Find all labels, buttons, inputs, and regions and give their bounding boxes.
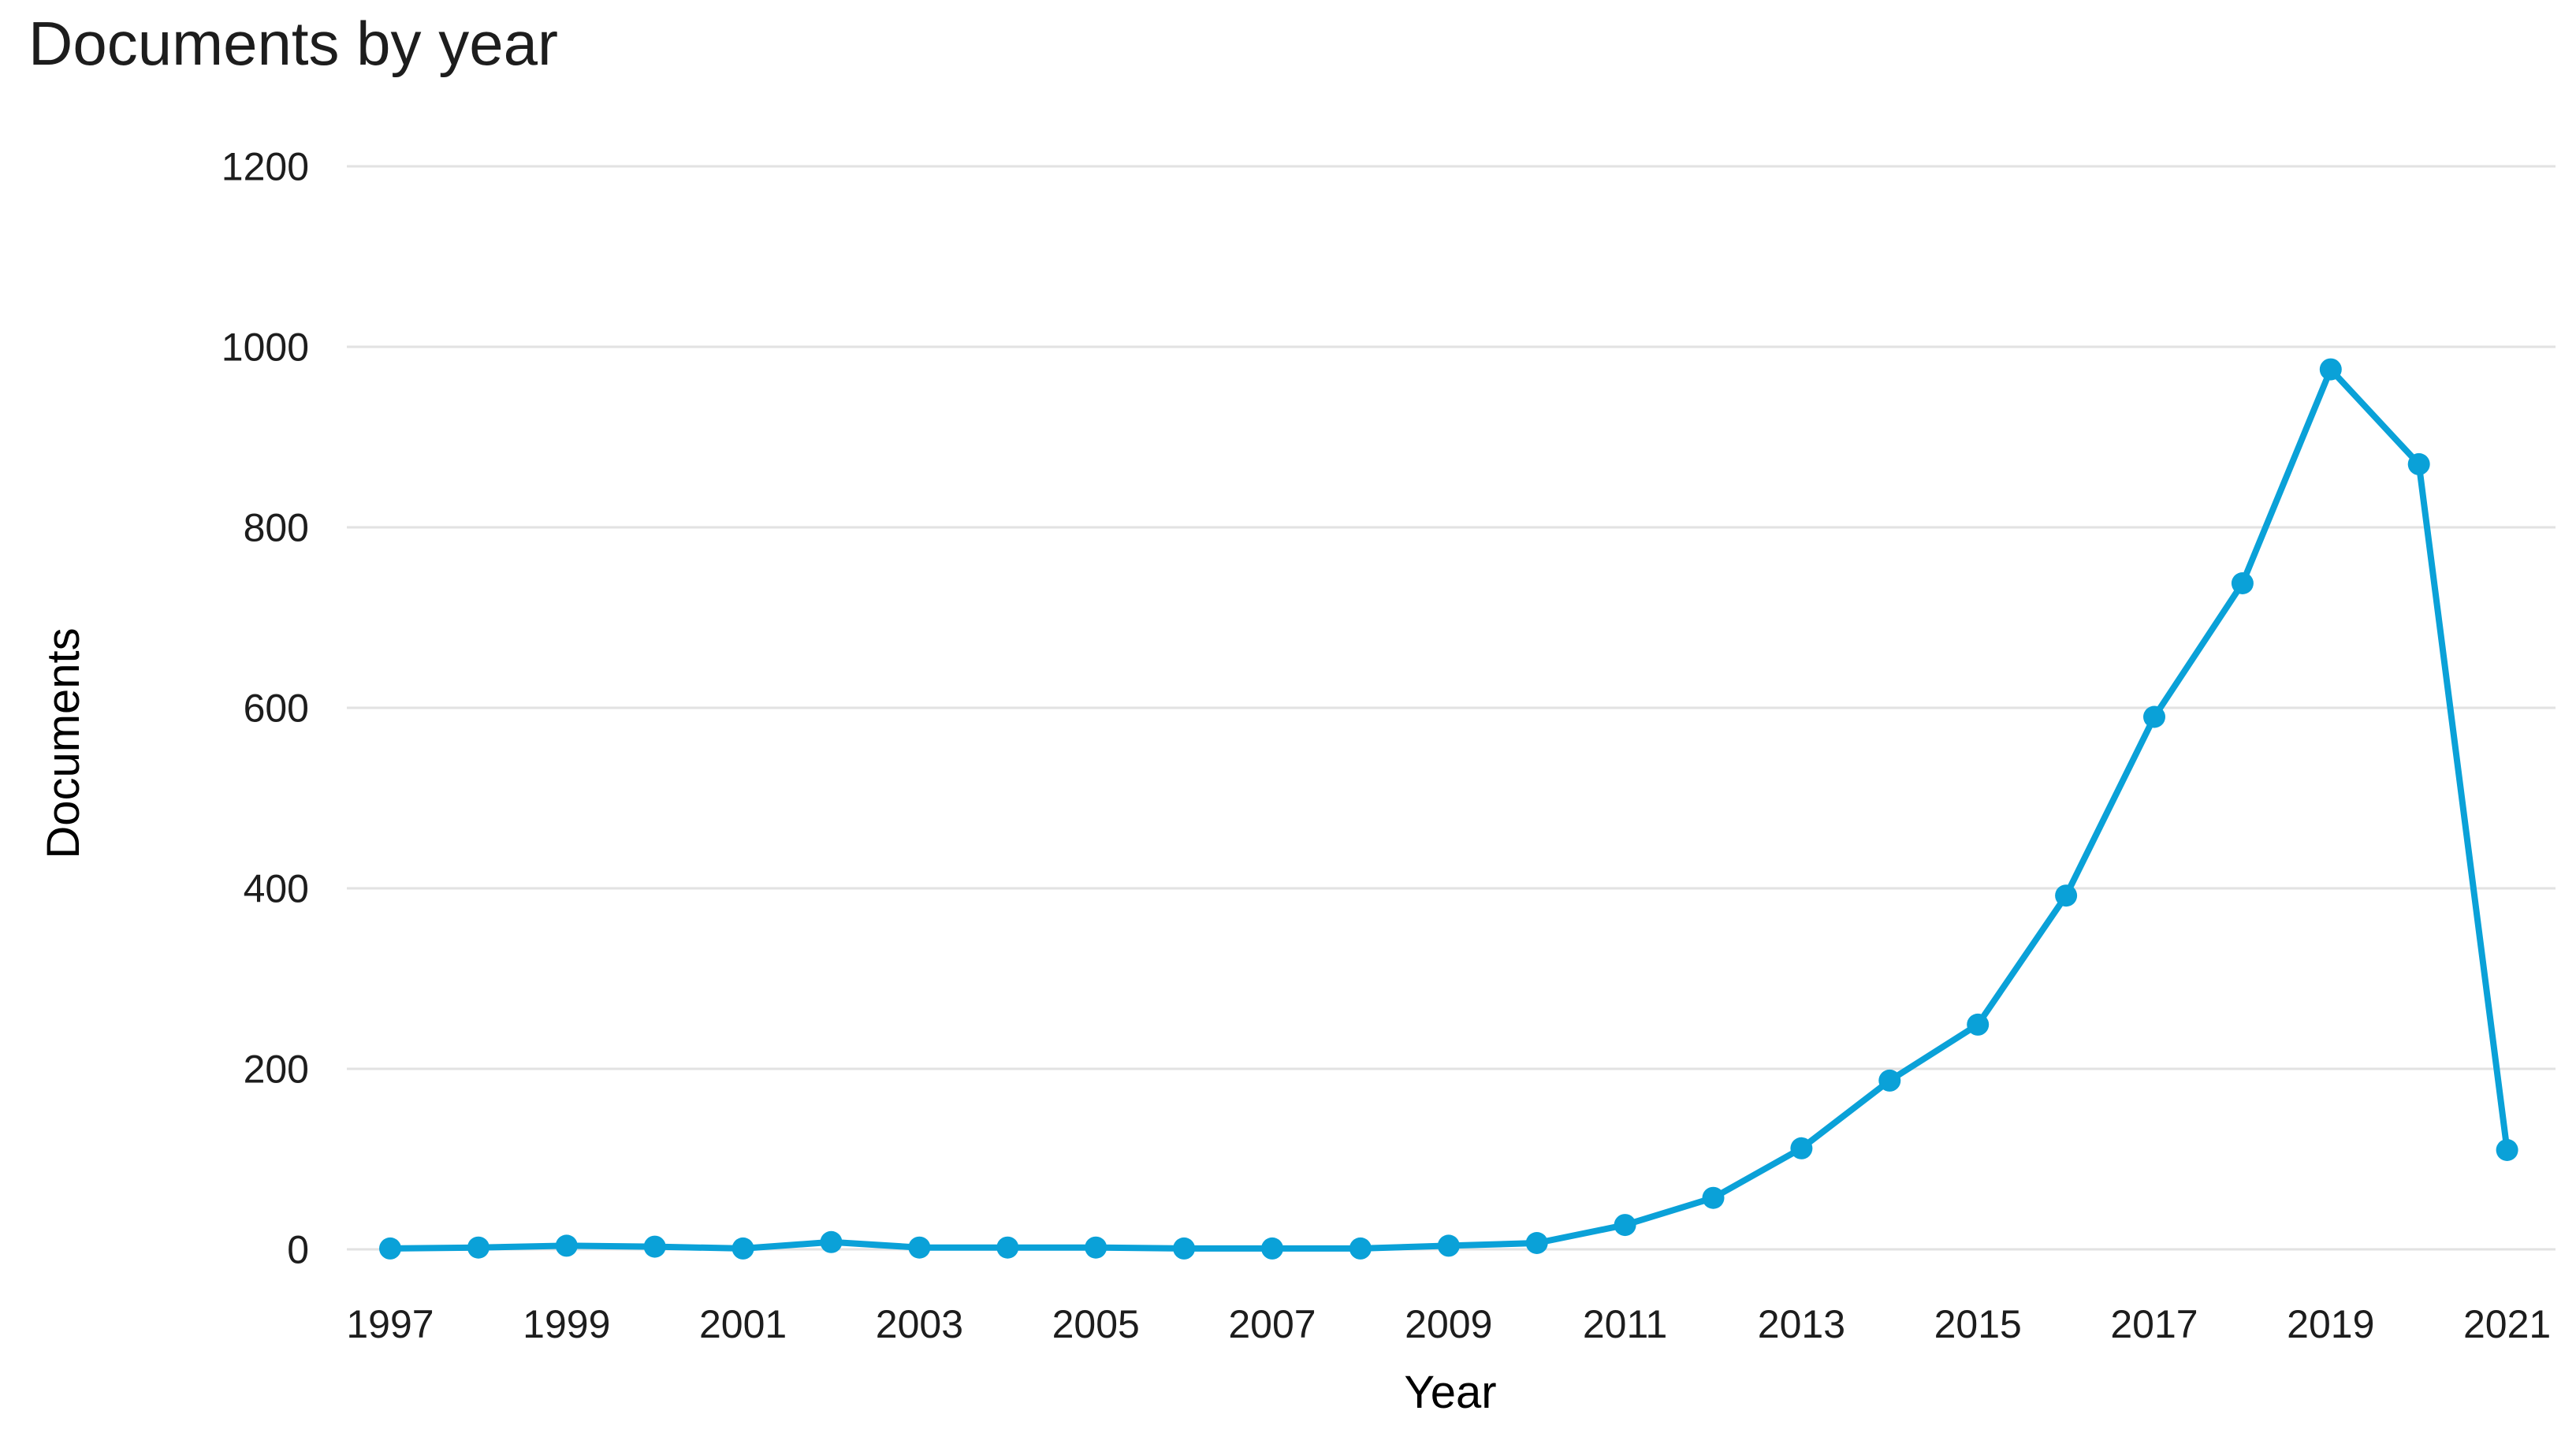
data-point-marker[interactable] — [731, 1237, 754, 1260]
data-point-marker[interactable] — [1173, 1237, 1196, 1260]
data-point-marker[interactable] — [1702, 1186, 1725, 1209]
y-axis-tick-label: 0 — [287, 1228, 309, 1272]
data-point-marker[interactable] — [379, 1237, 401, 1260]
x-axis-tick-label: 2015 — [1934, 1302, 2022, 1346]
x-axis-tick-label: 1999 — [523, 1302, 610, 1346]
x-axis-tick-label: 2001 — [699, 1302, 787, 1346]
data-point-marker[interactable] — [996, 1236, 1019, 1259]
x-axis-tick-label: 2005 — [1052, 1302, 1140, 1346]
x-axis-tick-label: 2013 — [1758, 1302, 1845, 1346]
data-point-marker[interactable] — [2319, 358, 2342, 381]
x-axis-tick-label: 1997 — [346, 1302, 434, 1346]
y-axis-tick-labels-group: 0 200 400 600 800 1000 1200 — [221, 145, 309, 1272]
x-axis-title: Year — [1404, 1367, 1496, 1418]
y-axis-tick-label: 800 — [244, 506, 309, 550]
x-axis-tick-label: 2009 — [1405, 1302, 1492, 1346]
trend-line — [387, 366, 2511, 1252]
x-axis-tick-label: 2019 — [2287, 1302, 2374, 1346]
data-point-marker[interactable] — [1525, 1232, 1548, 1254]
data-point-marker[interactable] — [2496, 1139, 2518, 1161]
data-point-marker[interactable] — [2143, 705, 2165, 728]
x-axis-tick-label: 2021 — [2463, 1302, 2551, 1346]
data-point-marker[interactable] — [1261, 1237, 1283, 1260]
data-point-marker[interactable] — [2231, 572, 2254, 594]
y-axis-tick-label: 600 — [244, 687, 309, 731]
data-point-marker[interactable] — [1878, 1069, 1901, 1092]
gridlines-group — [347, 165, 2556, 1251]
data-point-marker[interactable] — [1790, 1137, 1813, 1159]
data-point-marker[interactable] — [2407, 452, 2430, 475]
y-axis-title: Documents — [38, 627, 89, 858]
data-point-marker[interactable] — [467, 1236, 490, 1259]
data-point-marker[interactable] — [908, 1236, 931, 1259]
data-point-marker[interactable] — [1349, 1237, 1372, 1260]
y-axis-tick-label: 1000 — [221, 326, 309, 370]
data-point-marker[interactable] — [1614, 1214, 1636, 1237]
data-point-marker[interactable] — [1437, 1234, 1460, 1257]
data-point-marker[interactable] — [2055, 884, 2078, 907]
data-point-marker[interactable] — [1085, 1236, 1107, 1259]
data-point-marker[interactable] — [643, 1235, 666, 1258]
x-axis-tick-label: 2017 — [2110, 1302, 2198, 1346]
x-axis-tick-label: 2003 — [876, 1302, 963, 1346]
data-point-marker[interactable] — [1967, 1013, 1990, 1036]
x-axis-tick-labels-group: 1997 1999 2001 2003 2005 2007 2009 2011 2013 2015… — [346, 1302, 2551, 1346]
x-axis-tick-label: 2011 — [1583, 1302, 1668, 1346]
chart-title: Documents by year — [28, 9, 558, 78]
data-point-marker[interactable] — [820, 1230, 843, 1253]
y-axis-tick-label: 400 — [244, 867, 309, 911]
data-series-group — [379, 358, 2518, 1260]
y-axis-tick-label: 1200 — [221, 145, 309, 189]
x-axis-tick-label: 2007 — [1228, 1302, 1316, 1346]
y-axis-tick-label: 200 — [244, 1048, 309, 1092]
data-point-marker[interactable] — [555, 1234, 578, 1257]
